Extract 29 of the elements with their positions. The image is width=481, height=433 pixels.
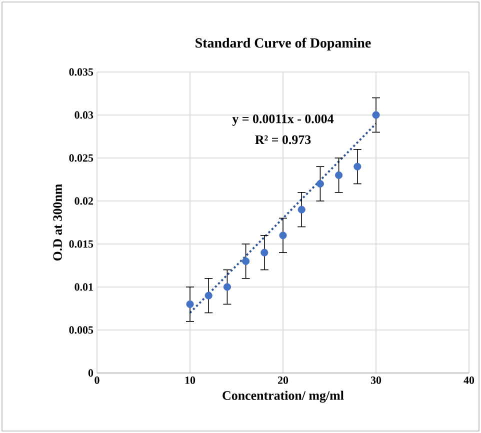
x-tick-label: 30 [370,376,382,384]
point [372,111,380,119]
y-tick-label: 0.03 [74,111,94,119]
point [223,283,231,291]
x-tick-label: 20 [278,376,288,384]
y-tick-label: 0 [88,369,94,377]
point [298,206,306,214]
y-tick-label: 0.015 [69,240,94,248]
x-tick-label: 10 [185,376,196,384]
annotation: y = 0.0011x - 0.004 [232,114,334,126]
point [354,162,362,170]
point [186,300,194,308]
x-tick-label: 0 [94,376,100,384]
x-tick-label: 40 [464,376,474,384]
point [316,180,324,188]
y-tick-label: 0.025 [69,154,94,162]
chart-title: Standard Curve of Dopamine [196,38,371,50]
y-tick-label: 0.01 [74,283,93,291]
point [204,292,212,300]
annotation: R² = 0.973 [255,135,311,144]
point [335,171,343,179]
y-axis-title: O.D at 300nm [53,184,62,261]
x-axis-title: Concentration/ mg/ml [222,390,344,403]
y-tick-label: 0.035 [69,68,94,76]
point [279,232,287,240]
y-tick-label: 0.02 [74,197,93,205]
point [260,248,268,256]
y-tick-label: 0.005 [69,326,94,334]
point [242,257,250,265]
